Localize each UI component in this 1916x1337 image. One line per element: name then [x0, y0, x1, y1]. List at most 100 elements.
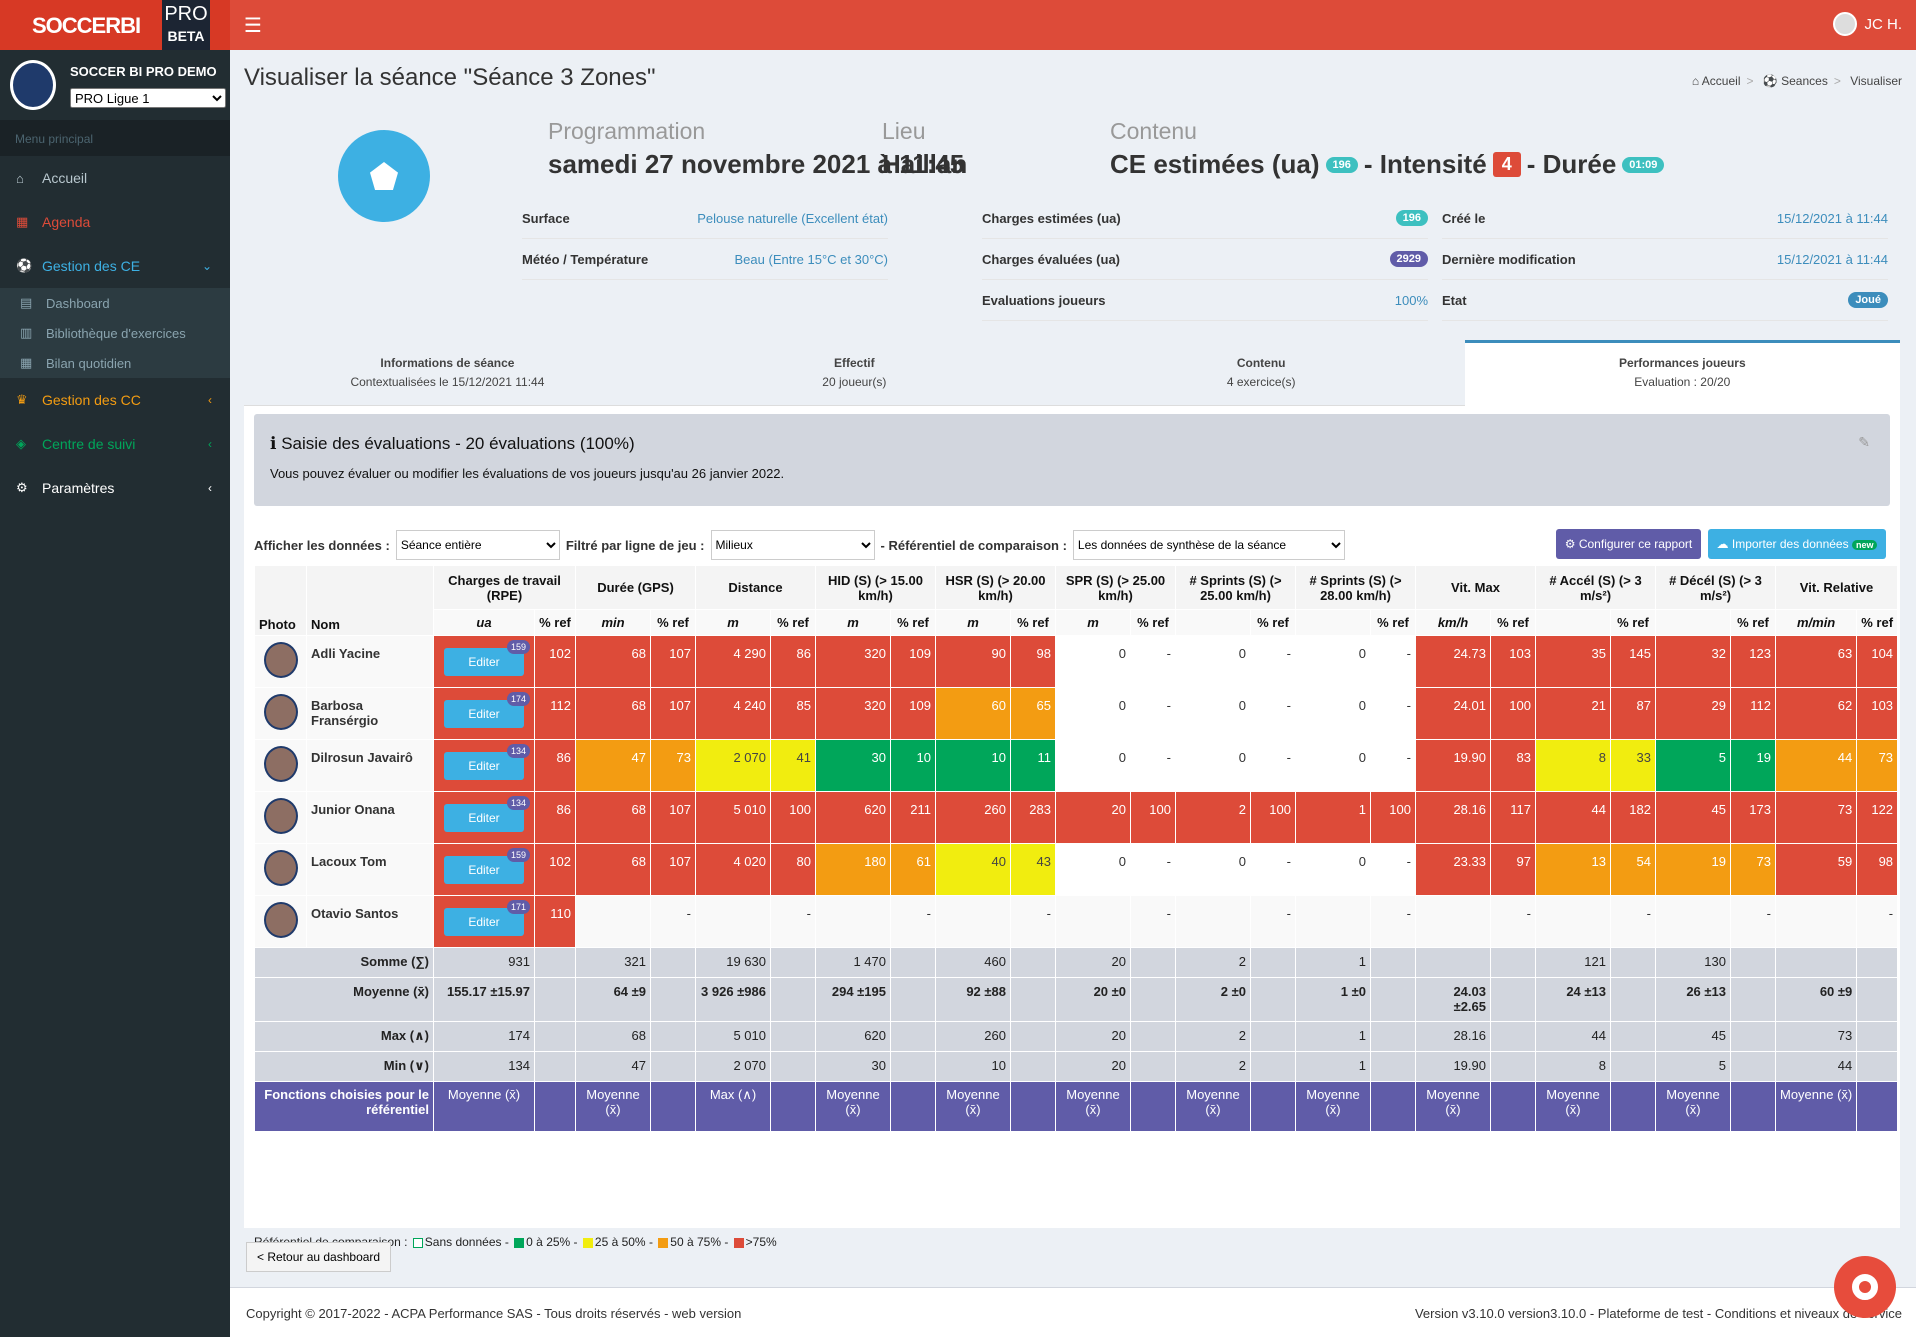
- edit-button[interactable]: Editer 159: [444, 847, 530, 884]
- summary-cell: 20 ±0: [1055, 977, 1131, 1022]
- rpe-cell: Editer 134: [433, 739, 535, 792]
- reference-functions-label: Fonctions choisies pour le référentiel: [254, 1081, 434, 1132]
- filters-bar: Afficher les données : Séance entière Fi…: [254, 528, 1890, 562]
- reference-select[interactable]: Les données de synthèse de la séance: [1072, 530, 1345, 560]
- col-header-metric[interactable]: # Sprints (S) (> 28.00 km/h): [1295, 565, 1416, 610]
- reference-function-cell[interactable]: Moyenne (x̄): [1175, 1081, 1251, 1132]
- summary-cell: 174: [433, 1021, 535, 1052]
- info-column-2: Charges estimées (ua) 196 Charges évaluée…: [982, 198, 1428, 321]
- reference-function-cell[interactable]: Moyenne (x̄): [1535, 1081, 1611, 1132]
- sidebar-item-agenda[interactable]: ▦ Agenda: [0, 200, 230, 244]
- info-value[interactable]: Pelouse naturelle (Excellent état): [697, 210, 888, 226]
- import-data-button[interactable]: ☁ Importer des données new: [1708, 529, 1886, 559]
- app-logo[interactable]: SOCCERBI PRO BETA: [0, 0, 230, 50]
- tab-informations[interactable]: Informations de séance Contextualisées le…: [244, 340, 651, 406]
- configure-report-button[interactable]: ⚙ Configurer ce rapport: [1556, 529, 1701, 559]
- reference-function-cell[interactable]: Moyenne (x̄): [1655, 1081, 1731, 1132]
- reference-function-cell[interactable]: Moyenne (x̄): [815, 1081, 891, 1132]
- metric-cell: 41: [770, 739, 816, 792]
- sidebar-item-gestion-ce[interactable]: ⚽ Gestion des CE ⌄: [0, 244, 230, 288]
- summary-cell: 10: [935, 1051, 1011, 1082]
- tab-effectif[interactable]: Effectif 20 joueur(s): [650, 340, 1058, 406]
- reference-function-cell[interactable]: Moyenne (x̄): [1774, 1081, 1858, 1132]
- help-lifebuoy-button[interactable]: [1834, 1256, 1896, 1318]
- sidebar-item-centre-suivi[interactable]: ◈ Centre de suivi ‹: [0, 422, 230, 466]
- metric-cell: -: [650, 895, 696, 948]
- summary-cell: 321: [575, 947, 651, 978]
- sidebar-item-bibliotheque[interactable]: ▥ Bibliothèque d'exercices: [0, 318, 230, 348]
- sidebar-item-gestion-cc[interactable]: ♛ Gestion des CC ‹: [0, 378, 230, 422]
- tab-performances[interactable]: Performances joueurs Evaluation : 20/20: [1464, 340, 1900, 406]
- club-name: SOCCER BI PRO DEMO: [70, 64, 217, 79]
- col-header-metric[interactable]: Distance: [695, 565, 816, 610]
- col-unit: km/h: [1415, 609, 1491, 636]
- info-value[interactable]: Beau (Entre 15°C et 30°C): [734, 251, 888, 267]
- breadcrumb-accueil[interactable]: Accueil: [1701, 74, 1741, 88]
- edit-button[interactable]: Editer 134: [444, 743, 530, 780]
- metric-cell: 62: [1774, 687, 1858, 740]
- reference-function-cell[interactable]: Moyenne (x̄): [575, 1081, 651, 1132]
- metric-cell: [575, 895, 651, 948]
- lifebuoy-icon: [1852, 1274, 1878, 1300]
- metric-cell: 0: [1295, 843, 1371, 896]
- col-header-metric[interactable]: # Accél (S) (> 3 m/s²): [1535, 565, 1656, 610]
- info-key: Charges estimées (ua): [982, 210, 1121, 226]
- reference-function-cell[interactable]: Max (∧): [695, 1081, 771, 1132]
- reference-function-cell[interactable]: Moyenne (x̄): [1055, 1081, 1131, 1132]
- soccer-ball-icon: ⚽: [16, 258, 33, 273]
- legend-item: 25 à 50% -: [581, 1235, 656, 1249]
- col-header-metric[interactable]: Vit. Max: [1415, 565, 1536, 610]
- metric-cell: -: [1370, 739, 1416, 792]
- player-name: Barbosa Fransérgio: [306, 687, 434, 740]
- line-select[interactable]: Milieux: [710, 530, 875, 560]
- sidebar-item-accueil[interactable]: ⌂ Accueil: [0, 156, 230, 200]
- metric-cell: -: [1610, 895, 1656, 948]
- col-header-metric[interactable]: HSR (S) (> 20.00 km/h): [935, 565, 1056, 610]
- filter-label-ref: - Référentiel de comparaison :: [880, 537, 1067, 553]
- summary-cell: [1010, 1051, 1056, 1082]
- summary-cell: [1370, 1051, 1416, 1082]
- col-header-metric[interactable]: # Sprints (S) (> 25.00 km/h): [1175, 565, 1296, 610]
- summary-cell: 5: [1655, 1051, 1731, 1082]
- summary-cell: [1856, 947, 1899, 978]
- reference-function-cell[interactable]: Moyenne (x̄): [935, 1081, 1011, 1132]
- col-header-metric[interactable]: Durée (GPS): [575, 565, 696, 610]
- edit-button[interactable]: Editer 174: [444, 691, 530, 728]
- metric-cell: 4 020: [695, 843, 771, 896]
- wrench-icon[interactable]: ✎: [1858, 434, 1870, 450]
- tab-contenu[interactable]: Contenu 4 exercice(s): [1057, 340, 1465, 406]
- user-menu[interactable]: JC H.: [1832, 12, 1902, 36]
- reference-function-cell[interactable]: Moyenne (x̄): [1295, 1081, 1371, 1132]
- metric-cell: 35: [1535, 635, 1611, 688]
- footer-version: Version v3.10.0 version3.10.0 - Platefor…: [1414, 1306, 1902, 1321]
- reference-function-spacer: [534, 1081, 576, 1132]
- metric-cell: 24.73: [1415, 635, 1491, 688]
- reference-function-spacer: [1130, 1081, 1176, 1132]
- table-row: Otavio Santos Editer 171 110 - - - - - - - - - - -: [254, 895, 1899, 948]
- col-header-metric[interactable]: # Décél (S) (> 3 m/s²): [1655, 565, 1776, 610]
- sidebar-item-parametres[interactable]: ⚙ Paramètres ‹: [0, 466, 230, 510]
- summary-cell: 3 926 ±986: [695, 977, 771, 1022]
- col-header-metric[interactable]: HID (S) (> 15.00 km/h): [815, 565, 936, 610]
- metric-cell: 4 290: [695, 635, 771, 688]
- hamburger-menu-icon[interactable]: ☰: [244, 15, 262, 37]
- edit-button[interactable]: Editer 171: [444, 899, 530, 936]
- reference-function-cell[interactable]: Moyenne (x̄): [433, 1081, 535, 1132]
- reference-function-cell[interactable]: Moyenne (x̄): [1415, 1081, 1491, 1132]
- summary-cell: 73: [1774, 1021, 1858, 1052]
- sidebar-item-dashboard[interactable]: ▤ Dashboard: [0, 288, 230, 318]
- edit-button[interactable]: Editer 134: [444, 795, 530, 832]
- metric-cell: 19: [1655, 843, 1731, 896]
- edit-button[interactable]: Editer 159: [444, 639, 530, 676]
- col-header-metric[interactable]: Vit. Relative: [1774, 565, 1899, 610]
- reference-function-spacer: [770, 1081, 816, 1132]
- back-to-dashboard-button[interactable]: < Retour au dashboard: [246, 1242, 392, 1272]
- col-header-metric[interactable]: Charges de travail (RPE): [433, 565, 576, 610]
- display-select[interactable]: Séance entière: [395, 530, 560, 560]
- breadcrumb-seances[interactable]: Seances: [1781, 74, 1828, 88]
- metric-cell: 100: [770, 791, 816, 844]
- col-header-metric[interactable]: SPR (S) (> 25.00 km/h): [1055, 565, 1176, 610]
- sidebar-item-bilan[interactable]: ▦ Bilan quotidien: [0, 348, 230, 378]
- metric-cell: 98: [1856, 843, 1899, 896]
- team-select[interactable]: PRO Ligue 1: [70, 88, 226, 108]
